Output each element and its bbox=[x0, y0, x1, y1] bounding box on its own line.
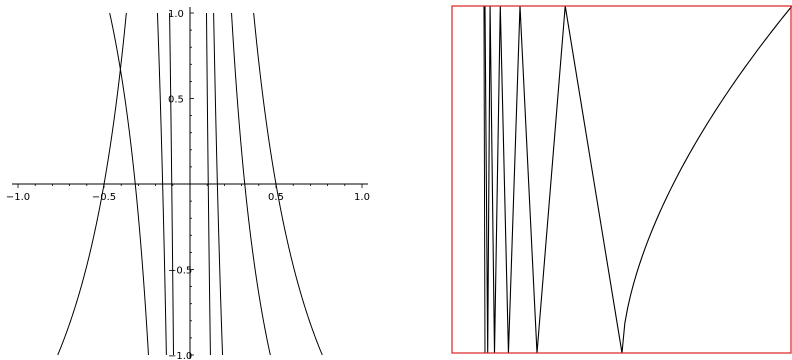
contour-branch bbox=[169, 12, 174, 356]
plot-frame bbox=[451, 5, 792, 354]
contour-branch bbox=[206, 12, 211, 356]
zigzag-series bbox=[484, 5, 792, 354]
x-tick-label: 1.0 bbox=[354, 192, 370, 203]
left-plot: −1.0 −0.5 0.5 1.0 1.0 0.5 −0.5 −1.0 bbox=[6, 7, 370, 360]
contour-branch bbox=[213, 12, 224, 356]
zigzag-lead-line bbox=[483, 5, 486, 354]
outer-branch bbox=[253, 12, 323, 356]
y-tick-label: 1.0 bbox=[168, 9, 184, 20]
x-tick-label: −0.5 bbox=[92, 192, 116, 203]
x-tick-label: −1.0 bbox=[6, 192, 30, 203]
y-tick-label: −0.5 bbox=[168, 266, 192, 277]
right-plot bbox=[451, 5, 792, 354]
contour-branch bbox=[231, 12, 271, 356]
y-tick-label: −1.0 bbox=[168, 351, 192, 360]
y-tick-label: 0.5 bbox=[168, 95, 184, 106]
outer-branch bbox=[57, 12, 127, 356]
contour-branch bbox=[156, 12, 167, 356]
x-tick-label: 0.5 bbox=[268, 192, 284, 203]
